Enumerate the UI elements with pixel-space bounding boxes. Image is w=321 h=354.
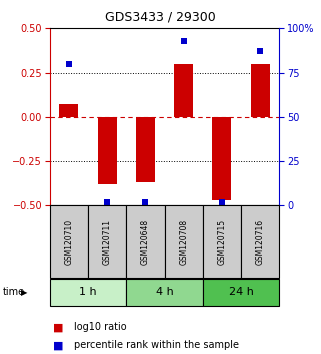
Text: GDS3433 / 29300: GDS3433 / 29300 [105, 11, 216, 24]
Point [105, 199, 110, 205]
Text: 4 h: 4 h [156, 287, 173, 297]
Text: GSM120716: GSM120716 [256, 218, 265, 265]
Bar [50, 205, 88, 278]
Bar [136, 117, 155, 182]
Bar [50, 279, 126, 306]
Bar [98, 117, 117, 184]
Point [219, 199, 224, 205]
Point [257, 48, 263, 54]
Bar [126, 205, 164, 278]
Text: GSM120711: GSM120711 [103, 219, 112, 264]
Bar [88, 205, 126, 278]
Text: time: time [3, 287, 25, 297]
Bar [212, 117, 231, 200]
Bar [164, 205, 203, 278]
Text: 1 h: 1 h [79, 287, 97, 297]
Bar [203, 205, 241, 278]
Point [181, 38, 186, 44]
Text: log10 ratio: log10 ratio [74, 322, 126, 332]
Text: ▶: ▶ [21, 288, 27, 297]
Bar [203, 279, 279, 306]
Bar [174, 64, 193, 117]
Bar [251, 64, 270, 117]
Text: GSM120708: GSM120708 [179, 218, 188, 265]
Text: percentile rank within the sample: percentile rank within the sample [74, 340, 239, 350]
Text: ■: ■ [53, 322, 64, 332]
Bar [126, 279, 203, 306]
Text: GSM120715: GSM120715 [217, 218, 226, 265]
Point [143, 199, 148, 205]
Bar [59, 104, 78, 117]
Point [66, 61, 72, 67]
Text: ■: ■ [53, 340, 64, 350]
Bar [241, 205, 279, 278]
Text: GSM120648: GSM120648 [141, 218, 150, 265]
Text: 24 h: 24 h [229, 287, 254, 297]
Text: GSM120710: GSM120710 [65, 218, 74, 265]
